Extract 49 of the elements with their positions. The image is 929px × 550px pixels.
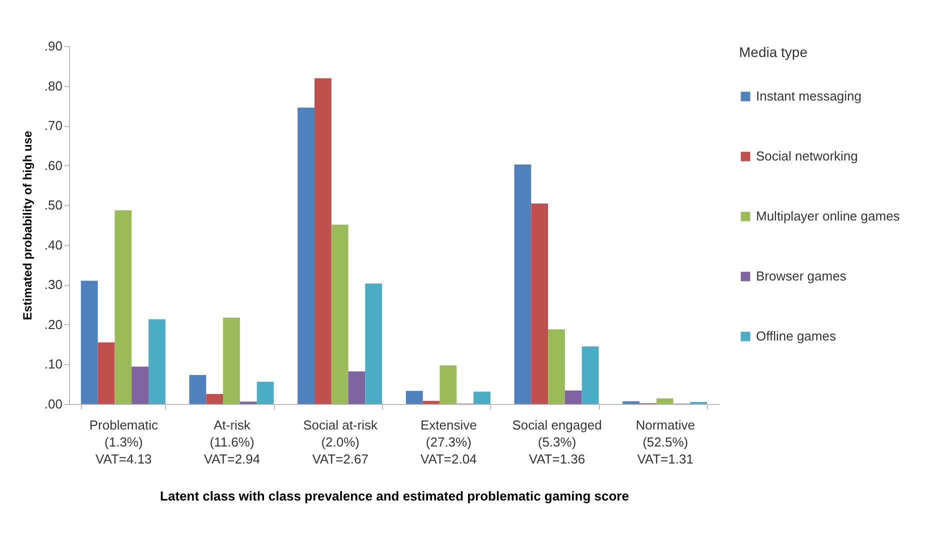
x-tick-label: Problematic (1.3%) VAT=4.13: [89, 418, 158, 466]
x-tick-label: Extensive (27.3%) VAT=2.04: [420, 418, 477, 466]
bar: [223, 318, 240, 404]
y-tick-label: .20: [44, 316, 62, 332]
bar: [189, 374, 206, 404]
bar: [365, 283, 382, 404]
legend-label: Instant messaging: [756, 88, 862, 104]
legend-label: Offline games: [756, 328, 836, 344]
bar: [582, 346, 599, 404]
y-tick-label: .40: [44, 237, 62, 252]
x-tick-label: Normative (52.5%) VAT=1.31: [636, 418, 695, 466]
y-tick-label: .30: [44, 277, 62, 292]
y-tick-label: .90: [44, 38, 62, 54]
legend-label: Multiplayer online games: [756, 208, 900, 224]
bar: [564, 390, 582, 404]
y-tick-label: .70: [44, 118, 62, 134]
bar: [314, 78, 332, 404]
bar: [331, 224, 348, 404]
bar: [474, 392, 490, 404]
bar: [206, 394, 224, 404]
bar: [114, 210, 132, 404]
x-axis-title: Latent class with class prevalence and estimated problematic gaming score: [160, 488, 629, 504]
legend-title: Media type: [739, 44, 808, 60]
bar: [98, 342, 115, 404]
bar: [514, 164, 532, 404]
bar: [80, 280, 98, 404]
bar: [148, 319, 166, 404]
legend-label: Browser games: [756, 268, 847, 284]
y-tick-label: .00: [44, 396, 62, 412]
x-tick-label: Social engaged (5.3%) VAT=1.36: [512, 418, 602, 466]
bar: [298, 108, 314, 404]
bar: [256, 382, 274, 404]
x-tick-label: Social at-risk (2.0%) VAT=2.67: [303, 418, 378, 466]
bar: [406, 390, 423, 404]
bar: [548, 329, 565, 404]
bar: [622, 401, 640, 404]
bar: [440, 365, 457, 404]
bar: [422, 400, 440, 404]
y-tick-label: .50: [44, 198, 62, 213]
bar: [531, 204, 548, 404]
y-tick-label: .60: [44, 158, 62, 173]
y-axis-title: Estimated probability of high use: [20, 130, 34, 320]
bar: [132, 366, 149, 404]
y-tick-label: .10: [44, 356, 62, 372]
bar: [348, 371, 366, 404]
bar: [656, 398, 674, 404]
x-tick-label: At-risk (11.6%) VAT=2.94: [204, 418, 260, 466]
y-tick-label: .80: [44, 78, 62, 94]
legend-label: Social networking: [756, 148, 858, 164]
